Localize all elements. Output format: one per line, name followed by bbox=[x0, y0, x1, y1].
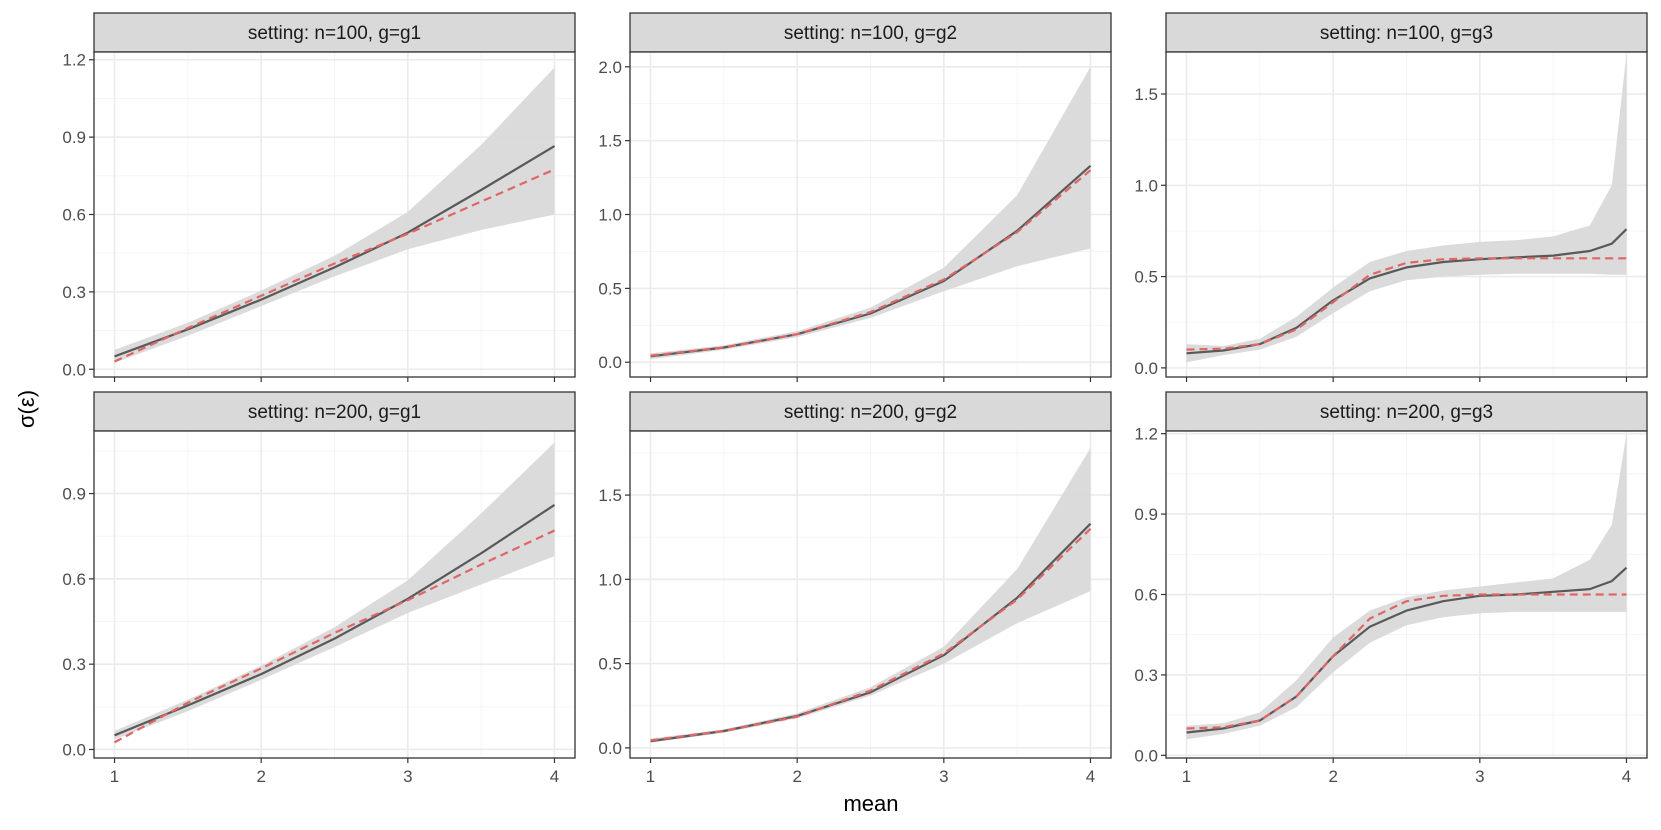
estimate-line bbox=[114, 145, 556, 358]
truth-line bbox=[650, 528, 1092, 742]
strip-title: setting: n=200, g=g2 bbox=[784, 402, 957, 423]
panel-3: setting: n=100, g=g3 0.0 0.5 1.0 1.5 bbox=[1134, 12, 1648, 382]
confidence-band bbox=[650, 447, 1091, 743]
y-tick-label: 1.2 bbox=[62, 51, 86, 70]
x-tick-label: 4 bbox=[1086, 767, 1095, 786]
y-tick-label: 0.3 bbox=[62, 283, 86, 302]
plot-area bbox=[1186, 433, 1628, 740]
truth-line bbox=[1186, 257, 1627, 351]
strip-header bbox=[1165, 391, 1648, 432]
plot-area bbox=[113, 442, 556, 744]
plot-area bbox=[650, 447, 1092, 743]
y-tick-label: 1.5 bbox=[598, 132, 622, 151]
y-tick-label: 0.0 bbox=[62, 740, 86, 759]
x-tick-label: 2 bbox=[792, 767, 801, 786]
y-tick-label: 1.5 bbox=[598, 486, 622, 505]
y-tick-label: 1.0 bbox=[1134, 176, 1158, 195]
plot-area bbox=[1186, 53, 1628, 363]
y-tick-label: 0.9 bbox=[1134, 505, 1158, 524]
plot-area bbox=[650, 66, 1092, 360]
y-tick-label: 0.0 bbox=[62, 360, 86, 379]
plot-area bbox=[114, 67, 556, 363]
strip-header bbox=[629, 391, 1112, 432]
y-tick-label: 0.6 bbox=[62, 206, 86, 225]
y-tick-label: 0.5 bbox=[598, 279, 622, 298]
strip-title: setting: n=100, g=g3 bbox=[1320, 23, 1493, 44]
x-tick-label: 1 bbox=[110, 767, 119, 786]
confidence-band bbox=[650, 66, 1091, 360]
y-tick-label: 0.9 bbox=[62, 485, 86, 504]
confidence-band bbox=[1186, 433, 1627, 740]
y-tick-label: 0.3 bbox=[62, 655, 86, 674]
panel-border bbox=[93, 430, 576, 759]
estimate-line bbox=[114, 503, 556, 737]
strip-title: setting: n=200, g=g3 bbox=[1320, 402, 1493, 423]
panel-5: setting: n=200, g=g2 0.0 0.5 1.0 1.5 1 2 3 4 bbox=[598, 391, 1112, 786]
y-tick-label: 1.0 bbox=[598, 206, 622, 225]
truth-line bbox=[1186, 593, 1627, 730]
strip-header bbox=[93, 391, 576, 432]
x-tick-label: 2 bbox=[256, 767, 265, 786]
x-tick-label: 1 bbox=[1182, 767, 1191, 786]
strip-header bbox=[629, 12, 1112, 53]
strip-header bbox=[93, 12, 576, 53]
x-tick-label: 1 bbox=[646, 767, 655, 786]
panels: setting: n=100, g=g10.00.30.60.91.2setti… bbox=[62, 12, 1648, 786]
truth-line bbox=[650, 169, 1092, 357]
strip-title: setting: n=200, g=g1 bbox=[248, 402, 421, 423]
panel-border bbox=[629, 430, 1112, 759]
y-tick-label: 0.0 bbox=[598, 739, 622, 758]
panel-4: setting: n=200, g=g1 0.0 0.3 0.6 0.9 1 2 3 4 bbox=[62, 391, 576, 786]
y-tick-label: 1.0 bbox=[598, 570, 622, 589]
y-axis-title: σ(ε) bbox=[14, 390, 39, 428]
strip-title: setting: n=100, g=g1 bbox=[248, 23, 421, 44]
estimate-line bbox=[650, 522, 1092, 743]
panel-1: setting: n=100, g=g1 0.0 0.3 0.6 0.9 1.2 bbox=[62, 12, 576, 382]
y-tick-label: 0.0 bbox=[598, 353, 622, 372]
x-tick-label: 3 bbox=[1475, 767, 1484, 786]
x-tick-label: 3 bbox=[403, 767, 412, 786]
y-tick-label: 0.3 bbox=[1134, 666, 1158, 685]
y-tick-label: 0.0 bbox=[1134, 746, 1158, 765]
y-tick-label: 0.0 bbox=[1134, 359, 1158, 378]
x-tick-label: 3 bbox=[939, 767, 948, 786]
panel-2: setting: n=100, g=g2 0.0 0.5 1.0 1.5 2.0 bbox=[598, 12, 1112, 382]
panel-6: setting: n=200, g=g3 0.0 0.3 0.6 0.9 1.2 1 2 3 4 bbox=[1134, 391, 1648, 786]
y-tick-label: 1.5 bbox=[1134, 85, 1158, 104]
y-tick-label: 0.6 bbox=[62, 570, 86, 589]
y-tick-label: 0.5 bbox=[1134, 268, 1158, 287]
y-tick-label: 0.9 bbox=[62, 128, 86, 147]
x-tick-label: 4 bbox=[550, 767, 559, 786]
y-tick-label: 0.5 bbox=[598, 655, 622, 674]
truth-line bbox=[113, 529, 555, 744]
y-tick-label: 2.0 bbox=[598, 58, 622, 77]
confidence-band bbox=[114, 67, 555, 363]
panel-border bbox=[1165, 51, 1648, 378]
strip-header bbox=[1165, 12, 1648, 53]
x-tick-label: 4 bbox=[1622, 767, 1631, 786]
strip-title: setting: n=100, g=g2 bbox=[784, 23, 957, 44]
y-tick-label: 0.6 bbox=[1134, 586, 1158, 605]
x-tick-label: 2 bbox=[1328, 767, 1337, 786]
truth-line bbox=[114, 168, 555, 363]
x-axis-title: mean bbox=[843, 791, 898, 816]
y-tick-label: 1.2 bbox=[1134, 425, 1158, 444]
